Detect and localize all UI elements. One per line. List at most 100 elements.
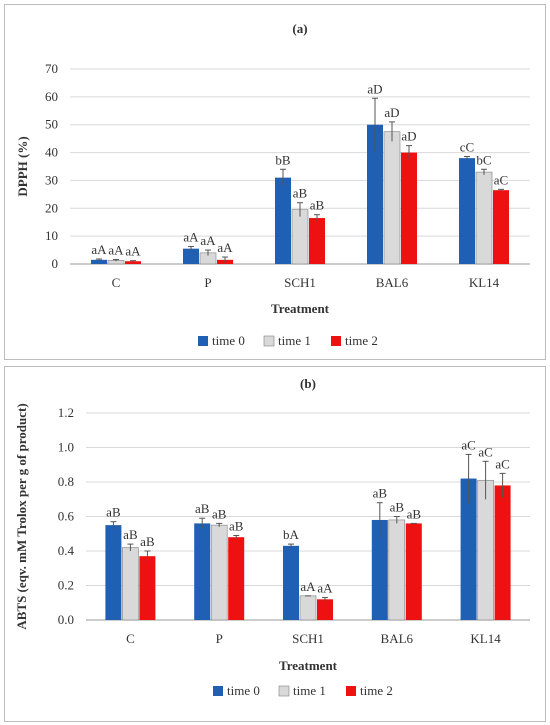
- chart-a-category-label: C: [112, 275, 121, 290]
- chart-a-data-label: aD: [384, 105, 399, 120]
- chart-a-data-label: bB: [275, 152, 291, 167]
- chart-b-category-label: SCH1: [292, 631, 324, 646]
- chart-b-data-label: aC: [495, 456, 509, 471]
- chart-a-ylabel: DPPH (%): [15, 136, 30, 196]
- chart-a-data-label: bC: [476, 152, 491, 167]
- chart-b-ytick-label: 0.6: [58, 509, 75, 524]
- chart-a-ytick-label: 70: [45, 61, 58, 76]
- chart-a-data-label: aA: [125, 244, 141, 259]
- chart-a-data-label: aD: [401, 129, 416, 144]
- chart-b-ytick-label: 1.0: [58, 440, 74, 455]
- chart-b-data-label: bA: [283, 527, 300, 542]
- chart-b-ytick-label: 0.4: [58, 543, 75, 558]
- chart-a-ytick-label: 10: [45, 228, 58, 243]
- chart-a-data-label: aD: [367, 81, 382, 96]
- chart-b-bar: [460, 478, 477, 620]
- chart-a-bar: [275, 177, 291, 264]
- chart-a-category-label: BAL6: [376, 275, 409, 290]
- chart-b-data-label: aA: [317, 581, 333, 596]
- chart-a-ytick-label: 30: [45, 172, 58, 187]
- chart-b-xlabel: Treatment: [279, 658, 338, 673]
- chart-a-frame: [4, 4, 546, 360]
- chart-a-data-label: aB: [293, 186, 308, 201]
- chart-a-legend-swatch: [331, 336, 341, 346]
- chart-a-legend-label: time 1: [278, 333, 311, 348]
- chart-b-category-label: KL14: [470, 631, 501, 646]
- chart-b-data-label: aC: [461, 437, 475, 452]
- chart-a-data-label: aA: [108, 243, 124, 258]
- chart-b-category-label: BAL6: [381, 631, 414, 646]
- chart-a-legend-label: time 2: [345, 333, 378, 348]
- chart-a-category-label: KL14: [469, 275, 500, 290]
- chart-a-data-label: aA: [91, 242, 107, 257]
- chart-a-bar: [367, 124, 383, 264]
- chart-b-bar: [494, 485, 511, 620]
- chart-b-bar: [405, 523, 422, 620]
- chart-a-bar: [475, 171, 493, 265]
- chart-a-data-label: aA: [183, 229, 199, 244]
- chart-a-bar: [383, 131, 401, 265]
- chart-b-data-label: aB: [373, 486, 388, 501]
- chart-b-data-label: aC: [478, 444, 492, 459]
- chart-a-bar: [401, 152, 417, 264]
- chart-a-category-label: P: [204, 275, 211, 290]
- chart-a-ytick-label: 0: [52, 256, 59, 271]
- chart-a-legend-swatch: [198, 336, 208, 346]
- chart-b-category-label: P: [216, 631, 223, 646]
- chart-b-legend-swatch: [346, 686, 356, 696]
- chart-b-bar: [371, 519, 388, 620]
- chart-b-legend-swatch: [213, 686, 223, 696]
- chart-b-data-label: aB: [123, 527, 138, 542]
- chart-b-title: (b): [300, 376, 316, 391]
- chart-a-data-label: aC: [494, 172, 508, 187]
- chart-b-data-label: aB: [407, 506, 422, 521]
- chart-a-ytick-label: 40: [45, 145, 58, 160]
- chart-a-data-label: aA: [200, 233, 216, 248]
- chart-b-data-label: aB: [212, 506, 227, 521]
- chart-b-bar: [194, 523, 211, 620]
- chart-a-bar: [459, 158, 475, 264]
- chart-b-category-label: C: [126, 631, 135, 646]
- chart-b-bar: [317, 599, 333, 620]
- chart-a-ytick-label: 50: [45, 117, 58, 132]
- chart-b-bar: [299, 595, 317, 621]
- chart-b-data-label: aB: [140, 534, 155, 549]
- chart-b-svg: (b) 0.0 0.2 0.4 0.6 0.8 1.0 1.2 ABTS (eqv. mM Tr…: [14, 376, 530, 698]
- chart-b-legend-label: time 2: [360, 683, 393, 698]
- chart-b-bar: [105, 525, 122, 620]
- chart-b-ylabel: ABTS (eqv. mM Trolox per g of product): [14, 403, 29, 629]
- chart-a-data-label: aB: [310, 198, 325, 213]
- chart-b-panel: (b) 0.0 0.2 0.4 0.6 0.8 1.0 1.2 ABTS (eqv. mM Tr…: [0, 362, 550, 725]
- chart-a-legend-label: time 0: [212, 333, 245, 348]
- chart-b-bar: [139, 556, 156, 620]
- chart-a-bar: [183, 248, 199, 264]
- chart-a-ytick-label: 60: [45, 89, 58, 104]
- chart-b-bar: [388, 519, 406, 621]
- chart-b-data-label: aB: [195, 501, 210, 516]
- chart-a-bar: [493, 190, 509, 264]
- chart-b-data-label: aA: [300, 579, 316, 594]
- chart-b-bar: [477, 479, 494, 621]
- chart-b-ytick-label: 0.2: [58, 578, 74, 593]
- chart-b-ytick-label: 0.0: [58, 612, 74, 627]
- chart-b-bar: [283, 545, 299, 620]
- chart-b-frame: [4, 366, 546, 722]
- chart-b-bar: [122, 547, 139, 621]
- chart-b-data-label: aB: [229, 518, 244, 533]
- chart-a-ytick-label: 20: [45, 200, 58, 215]
- chart-b-data-label: aB: [106, 505, 121, 520]
- chart-a-bar: [309, 218, 325, 264]
- chart-b-ytick-label: 0.8: [58, 474, 74, 489]
- chart-a-bar: [125, 261, 141, 264]
- chart-b-legend-label: time 1: [293, 683, 326, 698]
- chart-a-data-label: cC: [460, 139, 474, 154]
- chart-a-category-label: SCH1: [284, 275, 316, 290]
- chart-b-bar: [228, 537, 245, 620]
- chart-b-ytick-label: 1.2: [58, 405, 74, 420]
- chart-a-bar: [91, 259, 107, 264]
- chart-b-legend-swatch: [278, 685, 290, 697]
- chart-a-title: (a): [292, 21, 307, 36]
- chart-b-bar: [210, 524, 228, 621]
